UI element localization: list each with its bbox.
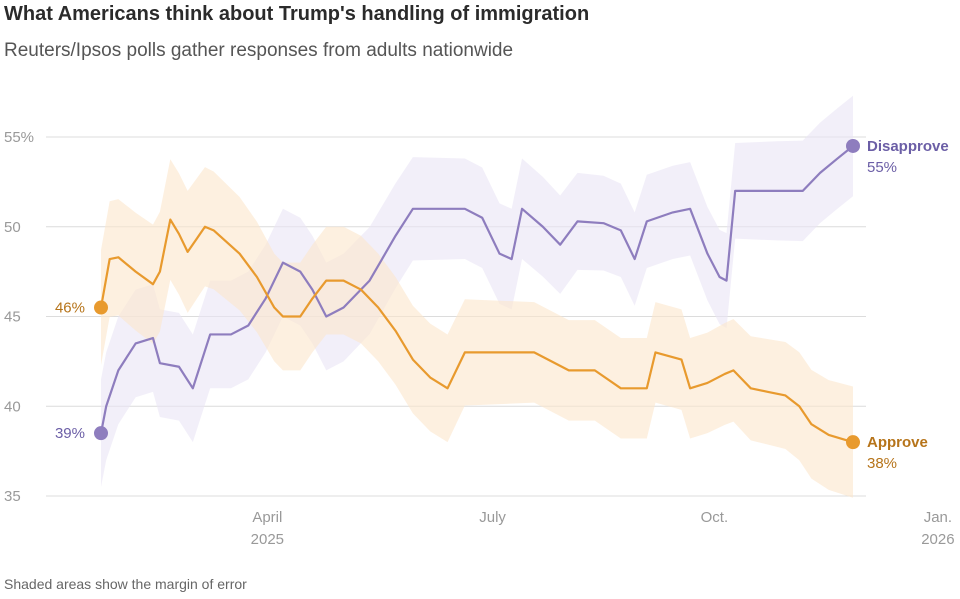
y-tick-label: 45	[4, 309, 21, 326]
approve-end-marker	[846, 435, 860, 450]
chart-title: What Americans think about Trump's handl…	[4, 3, 590, 25]
approve-line	[99, 218, 855, 444]
disapprove-line	[99, 144, 855, 435]
approve-start-marker	[94, 300, 108, 315]
x-axis: April 2025 July Oct. Jan. 2026	[251, 509, 955, 548]
disapprove-end-marker	[846, 138, 860, 153]
disapprove-start-value: 39%	[55, 425, 85, 442]
approve-start-value: 46%	[55, 300, 85, 317]
series-lines	[99, 144, 855, 444]
y-tick-label: 35	[4, 488, 21, 505]
margin-of-error-bands	[101, 95, 853, 498]
disapprove-moe-band	[101, 95, 853, 488]
x-tick-label: 2026	[921, 531, 954, 548]
y-axis: 35 40 45 50 55%	[4, 129, 34, 505]
series-markers: 39% Disapprove 55% 46% Approve 38%	[55, 138, 949, 472]
x-tick-label: April	[252, 509, 282, 526]
x-tick-label: Jan.	[924, 509, 952, 526]
y-tick-label: 50	[4, 219, 21, 236]
x-tick-label: 2025	[251, 531, 284, 548]
approve-end-value: 38%	[867, 455, 897, 472]
approve-moe-band	[101, 159, 853, 498]
chart-subtitle: Reuters/Ipsos polls gather responses fro…	[4, 40, 514, 61]
y-tick-label: 55%	[4, 129, 34, 146]
x-tick-label: Oct.	[701, 509, 729, 526]
x-tick-label: July	[479, 509, 506, 526]
disapprove-end-value: 55%	[867, 159, 897, 176]
disapprove-start-marker	[94, 426, 108, 441]
y-tick-label: 40	[4, 398, 21, 415]
disapprove-end-label: Disapprove	[867, 138, 949, 155]
chart-footnote: Shaded areas show the margin of error	[4, 576, 247, 592]
approve-end-label: Approve	[867, 434, 928, 451]
